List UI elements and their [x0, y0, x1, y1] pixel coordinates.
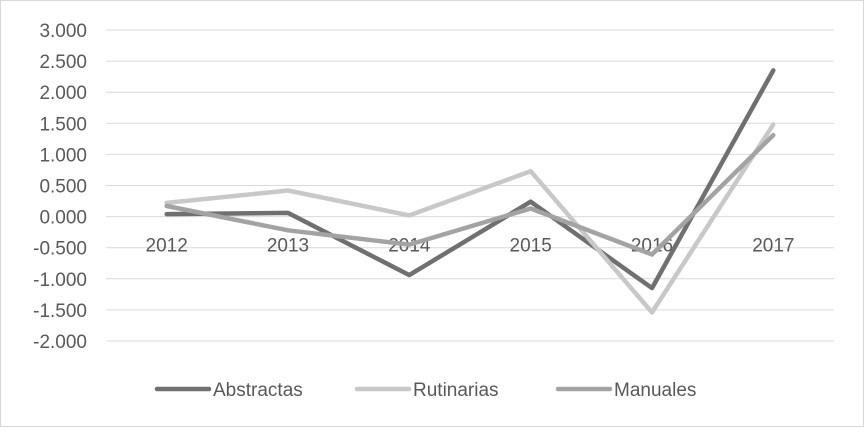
- legend-item-rutinarias: Rutinarias: [354, 380, 499, 401]
- y-tick-label: 0.500: [39, 177, 87, 198]
- series-line-manuales: [164, 132, 776, 257]
- x-tick-label: 2015: [510, 236, 552, 257]
- y-tick-label: -1.000: [33, 270, 87, 291]
- y-tick-label: 3.000: [39, 21, 87, 42]
- y-tick-label: 0.000: [39, 208, 87, 229]
- y-axis-tick-labels: 3.000 2.500 2.000 1.500 1.000 0.500 0.000 -0.50…: [33, 21, 87, 353]
- x-axis-tick-labels: 2012 2013 2014 2015 2016 2017: [146, 236, 795, 257]
- legend-item-abstractas: Abstractas: [154, 380, 303, 401]
- legend-label: Rutinarias: [413, 380, 499, 401]
- y-tick-label: -0.500: [33, 239, 87, 260]
- y-tick-label: 2.000: [39, 83, 87, 104]
- y-tick-label: -1.500: [33, 301, 87, 322]
- x-tick-label: 2013: [267, 236, 309, 257]
- series-line-rutinarias: [164, 122, 776, 315]
- x-tick-label: 2017: [752, 236, 794, 257]
- legend-label: Abstractas: [213, 380, 303, 401]
- x-tick-label: 2012: [146, 236, 188, 257]
- y-tick-label: 1.500: [39, 114, 87, 135]
- y-tick-label: 2.500: [39, 52, 87, 73]
- legend: Abstractas Rutinarias Manuales: [154, 380, 696, 401]
- series-lines: [164, 68, 776, 315]
- legend-label: Manuales: [614, 380, 696, 401]
- series-line-abstractas: [164, 68, 776, 291]
- y-tick-label: -2.000: [33, 332, 87, 353]
- y-tick-label: 1.000: [39, 145, 87, 166]
- legend-item-manuales: Manuales: [555, 380, 696, 401]
